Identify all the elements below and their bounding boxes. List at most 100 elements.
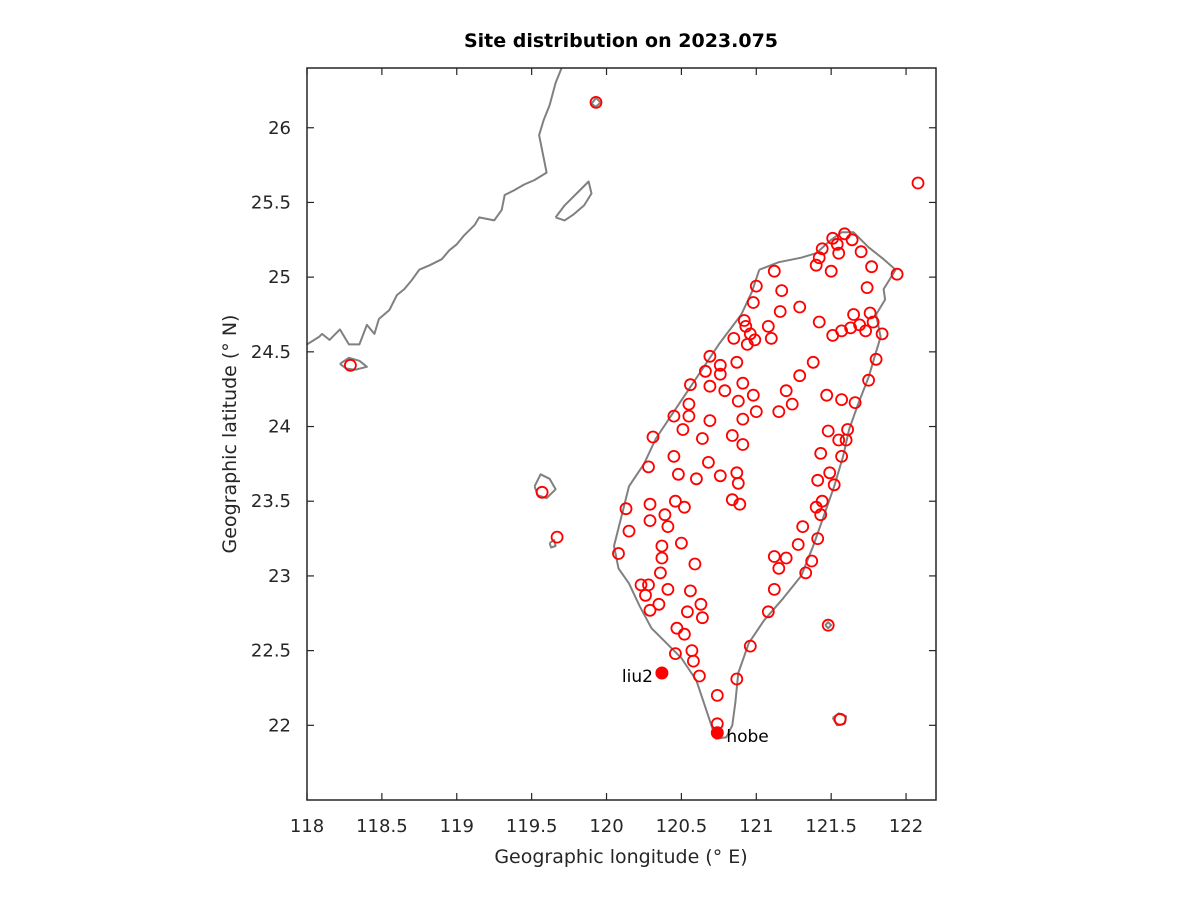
site-marker: [669, 494, 682, 508]
site-marker: [725, 429, 739, 442]
pingtan-island-outline: [554, 180, 593, 222]
site-marker: [796, 520, 810, 533]
site-marker: [699, 364, 712, 378]
site-marker: [634, 578, 648, 592]
site-marker: [761, 605, 775, 619]
site-marker: [736, 438, 750, 451]
site-marker: [731, 476, 745, 490]
x-tick-label: 120: [589, 816, 623, 837]
site-marker: [622, 524, 636, 538]
site-marker: [812, 251, 826, 265]
site-marker: [694, 597, 708, 611]
y-tick-label: 22.5: [251, 641, 291, 662]
x-axis-ticks: 118 118.5 119 119.5 120 120.5 121 121.5 122: [290, 68, 923, 837]
site-marker: [688, 557, 702, 571]
site-marker: [785, 397, 799, 411]
y-tick-label: 23.5: [251, 491, 291, 512]
site-marker: [799, 566, 813, 580]
site-marker: [703, 349, 717, 363]
site-marker: [681, 605, 694, 619]
site-marker: [730, 355, 744, 369]
site-marker: [764, 331, 778, 345]
site-marker: [859, 324, 872, 338]
site-marker: [791, 538, 805, 551]
site-marker: [854, 245, 868, 259]
site-marker: [779, 551, 793, 565]
site-marker: [690, 472, 703, 486]
site-marker: [684, 584, 697, 598]
site-marker: [866, 315, 880, 329]
site-marker: [642, 460, 655, 474]
site-marker: [772, 562, 786, 575]
site-marker: [911, 176, 925, 190]
x-tick-label: 119.5: [506, 816, 558, 837]
site-marker: [619, 502, 633, 516]
site-marker: [814, 446, 828, 460]
site-marker: [805, 554, 819, 568]
site-marker: [860, 281, 874, 295]
site-marker: [682, 409, 696, 423]
site-markers: [343, 96, 925, 740]
x-axis-label: Geographic longitude (° E): [494, 846, 747, 868]
y-axis-label: Geographic latitude (° N): [219, 315, 241, 554]
site-marker: [696, 432, 709, 445]
site-marker: [767, 550, 781, 563]
y-tick-label: 24: [268, 417, 291, 438]
site-marker: [612, 547, 625, 560]
site-marker: [845, 233, 859, 247]
site-labels: liu2 hobe: [622, 667, 769, 747]
site-marker: [820, 388, 834, 402]
site-marker: [740, 337, 754, 351]
site-marker: [643, 497, 657, 511]
site-marker: [736, 376, 750, 390]
site-marker: [767, 583, 781, 596]
site-marker: [811, 532, 825, 545]
kinmen-outline: [339, 356, 368, 371]
site-marker: [814, 508, 828, 522]
site-marker: [550, 530, 564, 544]
site-marker: [812, 315, 826, 329]
site-marker: [639, 588, 652, 602]
site-marker: [643, 514, 657, 527]
x-tick-label: 122: [889, 816, 923, 837]
site-marker: [343, 358, 357, 372]
site-marker: [749, 405, 763, 419]
site-marker: [643, 603, 657, 617]
site-marker: [869, 352, 883, 366]
site-marker: [696, 611, 709, 625]
x-tick-label: 119: [440, 816, 474, 837]
site-marker: [702, 455, 715, 469]
y-tick-label: 25: [268, 267, 291, 288]
y-tick-label: 22: [268, 715, 291, 736]
y-tick-label: 23: [268, 566, 291, 587]
site-marker: [703, 414, 717, 428]
x-tick-label: 120.5: [656, 816, 708, 837]
site-marker: [823, 466, 837, 480]
site-marker: [875, 327, 889, 341]
taiwan-coastline: [613, 231, 897, 740]
site-marker: [821, 424, 835, 438]
site-marker: [749, 279, 763, 293]
coastline-map: [307, 68, 897, 740]
site-marker: [675, 536, 688, 550]
site-marker: [667, 409, 681, 423]
site-marker: [835, 449, 848, 463]
site-marker: [685, 644, 699, 657]
site-marker: [839, 433, 853, 447]
x-tick-label: 118.5: [356, 816, 408, 837]
site-marker: [830, 237, 844, 251]
site-marker: [779, 384, 793, 398]
site-marker: [772, 405, 786, 419]
site-marker: [848, 396, 862, 410]
site-marker: [687, 654, 700, 668]
site-marker: [710, 689, 724, 702]
site-marker: [672, 467, 685, 481]
site-marker: [670, 621, 684, 635]
site-marker: [642, 578, 655, 592]
site-marker: [736, 412, 750, 426]
x-tick-label: 121.5: [805, 816, 857, 837]
site-marker: [730, 672, 744, 686]
site-marker: [793, 369, 807, 383]
